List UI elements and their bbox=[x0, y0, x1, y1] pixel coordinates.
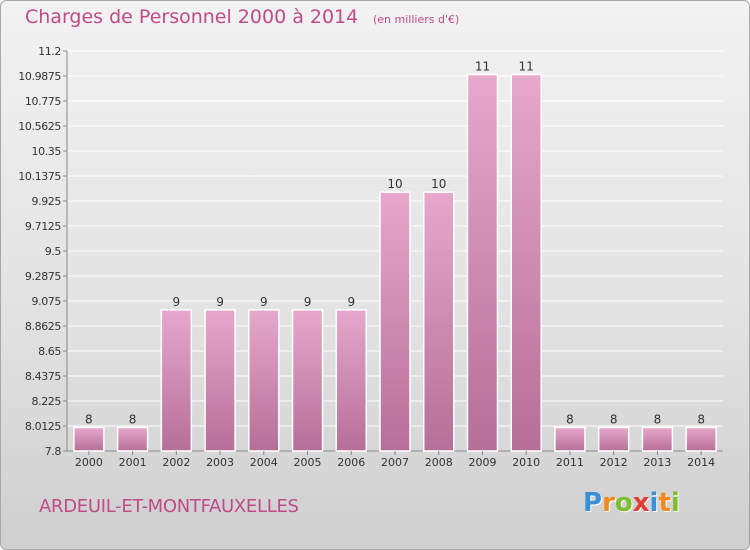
bar-value-label: 8 bbox=[654, 412, 662, 426]
y-tick-label: 9.925 bbox=[32, 195, 62, 208]
bar bbox=[510, 73, 542, 452]
x-tick-label: 2008 bbox=[425, 456, 453, 469]
y-tick-label: 11.2 bbox=[38, 45, 61, 58]
x-tick-label: 2002 bbox=[162, 456, 190, 469]
y-tick-label: 9.7125 bbox=[25, 220, 61, 233]
bar bbox=[204, 309, 236, 452]
x-tick-label: 2011 bbox=[556, 456, 584, 469]
bar bbox=[554, 426, 586, 452]
y-tick-label: 9.5 bbox=[45, 245, 62, 258]
unit-label: (en milliers d'€) bbox=[373, 13, 460, 26]
logo-letter: i bbox=[649, 488, 659, 518]
bar-value-label: 8 bbox=[610, 412, 618, 426]
proxiti-logo: Proxiti bbox=[583, 488, 680, 518]
bar-value-label: 8 bbox=[697, 412, 705, 426]
bar bbox=[116, 426, 149, 452]
logo-letter: P bbox=[583, 488, 603, 518]
x-tick-label: 2005 bbox=[294, 456, 322, 469]
bar-value-label: 10 bbox=[431, 177, 446, 191]
bar-value-label: 9 bbox=[173, 295, 181, 309]
bar-value-label: 8 bbox=[129, 412, 137, 426]
bar-value-label: 9 bbox=[216, 295, 224, 309]
bar bbox=[597, 426, 630, 452]
x-tick-label: 2013 bbox=[643, 456, 671, 469]
bar bbox=[641, 426, 674, 452]
x-tick-label: 2006 bbox=[337, 456, 365, 469]
bar-value-label: 8 bbox=[566, 412, 574, 426]
bar-value-label: 11 bbox=[475, 60, 490, 74]
y-tick-label: 8.65 bbox=[38, 345, 61, 358]
y-tick-label: 8.225 bbox=[32, 395, 62, 408]
x-tick-label: 2000 bbox=[75, 456, 103, 469]
x-tick-label: 2009 bbox=[468, 456, 496, 469]
x-tick-label: 2001 bbox=[119, 456, 147, 469]
bar-value-label: 9 bbox=[347, 295, 355, 309]
y-tick-label: 10.1375 bbox=[18, 170, 61, 183]
y-tick-label: 9.2875 bbox=[25, 270, 61, 283]
y-tick-label: 8.4375 bbox=[25, 370, 61, 383]
x-tick-label: 2012 bbox=[600, 456, 628, 469]
y-tick-label: 8.8625 bbox=[25, 320, 61, 333]
bar bbox=[248, 309, 280, 452]
bar-value-label: 9 bbox=[304, 295, 312, 309]
y-tick-label: 10.9875 bbox=[18, 70, 61, 83]
bar bbox=[379, 191, 411, 452]
logo-letter: i bbox=[670, 488, 680, 518]
bar bbox=[335, 309, 368, 452]
bar-value-label: 10 bbox=[387, 177, 402, 191]
logo-letter: r bbox=[602, 488, 615, 518]
bar bbox=[73, 426, 105, 452]
logo-letter: o bbox=[614, 488, 633, 518]
logo-letter: x bbox=[632, 488, 650, 518]
chart-title: Charges de Personnel 2000 à 2014 bbox=[25, 6, 359, 28]
bar-value-label: 9 bbox=[260, 295, 268, 309]
x-tick-label: 2007 bbox=[381, 456, 409, 469]
y-tick-label: 10.775 bbox=[25, 95, 61, 108]
x-tick-label: 2014 bbox=[687, 456, 715, 469]
y-tick-label: 9.075 bbox=[32, 295, 62, 308]
y-tick-label: 7.8 bbox=[45, 445, 62, 458]
bar bbox=[466, 73, 499, 452]
bar bbox=[160, 309, 193, 452]
x-tick-label: 2010 bbox=[512, 456, 540, 469]
y-tick-label: 10.5625 bbox=[18, 120, 61, 133]
bar bbox=[422, 191, 455, 452]
bar-value-label: 11 bbox=[519, 60, 534, 74]
bar bbox=[685, 426, 717, 452]
logo-letter: t bbox=[658, 488, 671, 518]
y-tick-label: 10.35 bbox=[32, 145, 62, 158]
x-tick-label: 2003 bbox=[206, 456, 234, 469]
commune-name: ARDEUIL-ET-MONTFAUXELLES bbox=[39, 496, 299, 517]
bar bbox=[291, 309, 324, 452]
bar-value-label: 8 bbox=[85, 412, 93, 426]
x-tick-label: 2004 bbox=[250, 456, 278, 469]
y-tick-label: 8.0125 bbox=[25, 420, 61, 433]
